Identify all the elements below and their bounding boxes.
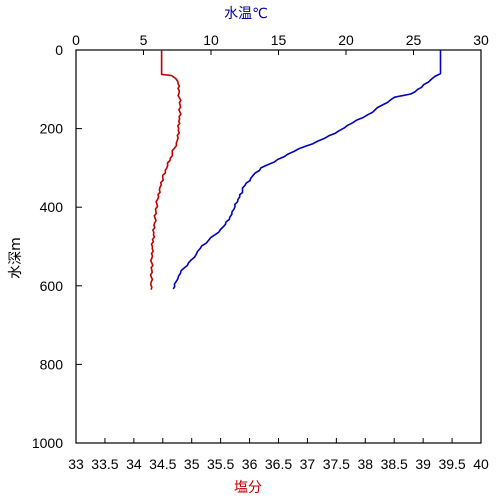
top-axis-tick-label: 25 [406, 32, 422, 48]
bottom-axis-tick-label: 39.5 [438, 456, 465, 472]
left-axis-tick-label: 400 [40, 199, 64, 215]
top-axis-tick-label: 20 [338, 32, 354, 48]
bottom-axis-tick-label: 33 [68, 456, 84, 472]
bottom-axis-tick-label: 34.5 [149, 456, 176, 472]
bottom-axis-tick-label: 35 [184, 456, 200, 472]
axes-layer [75, 49, 482, 444]
bottom-axis-tick-label: 36 [242, 456, 258, 472]
left-axis-tick-label: 600 [40, 278, 64, 294]
top-axis-tick-label: 30 [473, 32, 489, 48]
bottom-axis-tick-label: 34 [126, 456, 142, 472]
bottom-axis-tick-label: 37.5 [323, 456, 350, 472]
bottom-axis-tick-label: 36.5 [265, 456, 292, 472]
left-axis-tick-label: 200 [40, 121, 64, 137]
bottom-axis-tick-label: 35.5 [207, 456, 234, 472]
temperature-profile-line [172, 50, 442, 290]
labels-layer: 0 5 10 15 20 25 30 33 33.5 34 34.5 35 35.5 36 36.5 37 37… [8, 6, 489, 496]
top-axis-tick-label: 0 [72, 32, 80, 48]
top-axis-tick-label: 15 [271, 32, 287, 48]
bottom-axis-tick-label: 38.5 [381, 456, 408, 472]
bottom-axis-tick-label: 39 [415, 456, 431, 472]
bottom-axis-tick-label: 38 [357, 456, 373, 472]
bottom-axis-title: 塩分 [234, 480, 262, 496]
left-axis-title: 水深m [8, 237, 24, 279]
series-layer [149, 50, 442, 290]
top-axis-title: 水温℃ [224, 6, 268, 22]
top-axis-tick-label: 10 [203, 32, 219, 48]
top-axis-tick-label: 5 [140, 32, 148, 48]
left-axis-tick-label: 0 [55, 42, 63, 58]
left-axis-tick-label: 1000 [32, 435, 63, 451]
salinity-profile-line [149, 50, 182, 290]
bottom-axis-tick-label: 33.5 [91, 456, 118, 472]
bottom-axis-tick-label: 40 [473, 456, 489, 472]
bottom-axis-tick-label: 37 [300, 456, 316, 472]
left-axis-tick-label: 800 [40, 356, 64, 372]
